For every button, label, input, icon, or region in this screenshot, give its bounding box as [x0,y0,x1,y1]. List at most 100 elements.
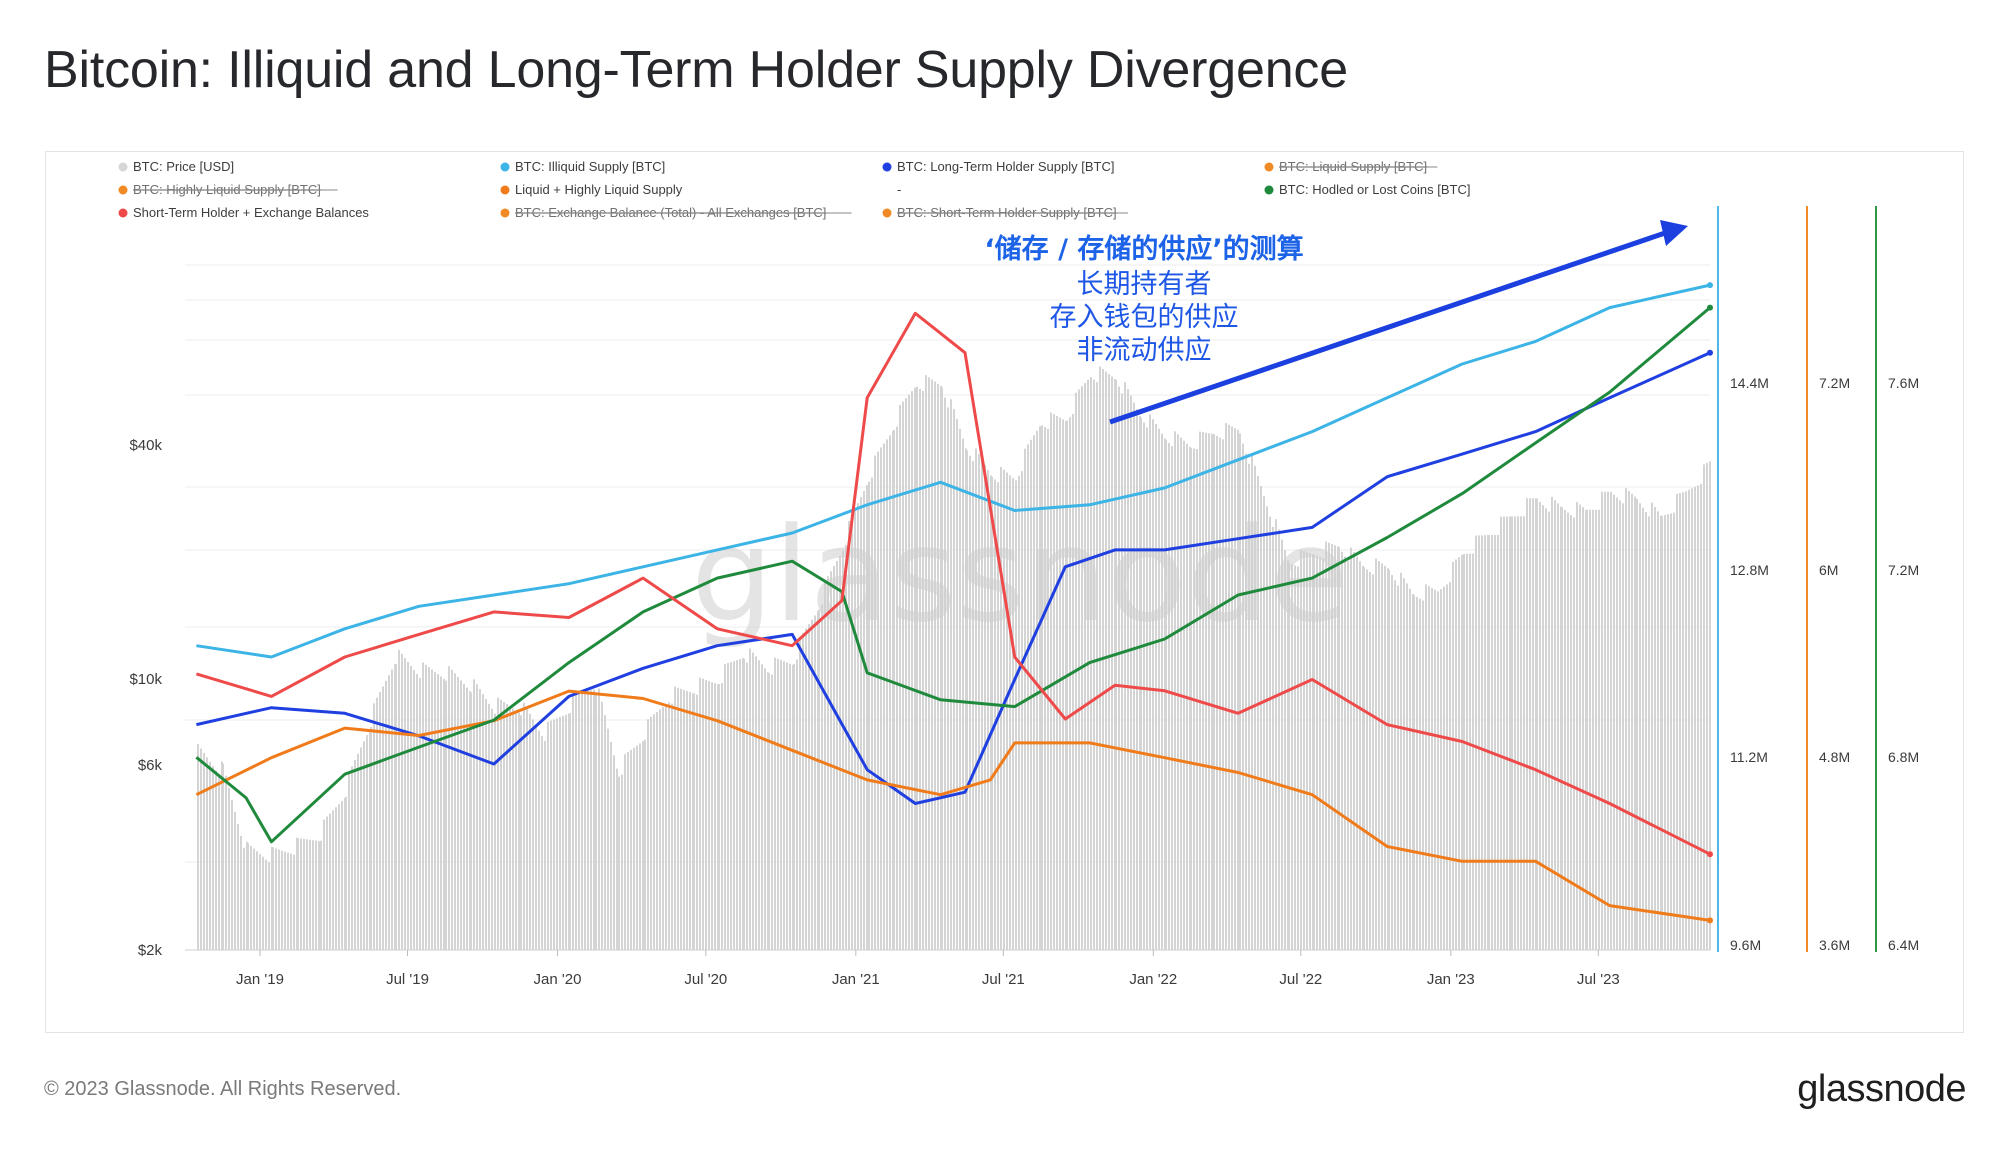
price-bar [616,768,618,950]
price-bar [1601,491,1603,950]
price-bar [1697,485,1699,950]
x-tick-label: Jan '19 [236,971,284,988]
price-bar [1391,574,1393,950]
price-bar [1105,371,1107,950]
price-bar [1047,428,1049,950]
annotation-line-2: 存入钱包的供应 [1050,302,1239,333]
price-bar [225,775,227,950]
legend-marker [500,162,510,172]
price-bar [1461,554,1463,950]
series-line-btc-hodled-or-lost-coins-btc- [195,306,1711,844]
price-bar [1431,587,1433,950]
price-bar [627,752,629,950]
price-bar [1416,596,1418,950]
price-bar [1613,494,1615,950]
price-bar [407,661,409,950]
price-bar [1242,443,1244,950]
price-bar [1155,423,1157,951]
right-axis-tick: 7.6M [1888,375,1919,391]
price-bar [1567,512,1569,950]
price-bar [1278,529,1280,950]
price-bar [1397,585,1399,950]
price-bar [1700,483,1702,950]
price-bar [1239,433,1241,951]
price-bar [621,774,623,950]
price-bar [1475,535,1477,950]
price-bar [1598,509,1600,950]
price-bar [556,718,558,950]
x-tick-label: Jul '21 [982,971,1025,988]
price-bar [851,514,853,950]
price-bar [457,676,459,950]
price-bar [636,745,638,950]
price-bar [243,847,245,950]
price-bar [547,721,549,950]
price-bar [808,624,810,950]
price-bar [553,719,555,950]
right-axis-tick: 12.8M [1730,562,1769,578]
price-bar [604,715,606,950]
price-bar [1272,526,1274,950]
price-bar [928,377,930,951]
series-line-btc-illiquid-supply-btc- [196,283,1711,659]
price-bar [752,652,754,950]
series-end-point [1707,349,1713,356]
price-bar [633,747,635,950]
price-bar [272,847,274,950]
price-bar [1266,506,1268,950]
price-bar [1072,414,1074,950]
price-bar [388,675,390,950]
price-bar [1446,584,1448,950]
price-bar [746,662,748,950]
price-bar [237,823,239,950]
right-axis-tick: 6.8M [1888,749,1919,765]
price-bar [1030,439,1032,950]
price-bar [1654,506,1656,950]
price-bar [338,804,340,950]
price-bar [1406,583,1408,950]
price-bar [1579,504,1581,950]
legend: BTC: Price [USD] BTC: Illiquid Supply [BT… [118,159,1470,220]
price-bar [966,450,968,950]
price-bar [382,686,384,950]
price-bar [833,566,835,950]
price-bar [479,689,481,950]
price-bar [854,508,856,950]
price-bar [431,669,433,950]
price-bar [1121,393,1123,950]
legend-item-label: Liquid + Highly Liquid Supply [515,182,683,197]
price-bar [1570,515,1572,950]
price-bar [1069,417,1071,950]
price-bar [1422,600,1424,950]
price-bar [736,660,738,950]
price-bar [836,561,838,950]
price-bar [1592,509,1594,950]
price-bar [1319,557,1321,950]
price-bar [1514,516,1516,950]
y-tick-label: $40k [129,437,162,454]
price-bar [1706,462,1708,950]
price-bar [693,693,695,950]
price-bar [357,753,359,950]
series-line-short-term-holder-exchange-balances [195,311,1711,856]
price-bar [953,409,955,950]
price-bar [1661,515,1663,950]
price-bar [231,799,233,950]
price-bar [544,740,546,950]
price-bar [1347,561,1349,950]
price-bar [1309,553,1311,950]
price-bar [1202,432,1204,951]
price-bar [1018,475,1020,950]
price-bar [774,657,776,950]
price-bar [902,401,904,950]
price-bar [1297,566,1299,950]
price-bar [1636,498,1638,950]
price-bar [329,813,331,950]
price-bar [532,719,534,950]
price-bar [618,776,620,950]
price-bar [253,848,255,950]
price-bar [445,680,447,950]
price-bar [671,703,673,950]
price-bar [265,859,267,950]
price-bar [538,730,540,950]
